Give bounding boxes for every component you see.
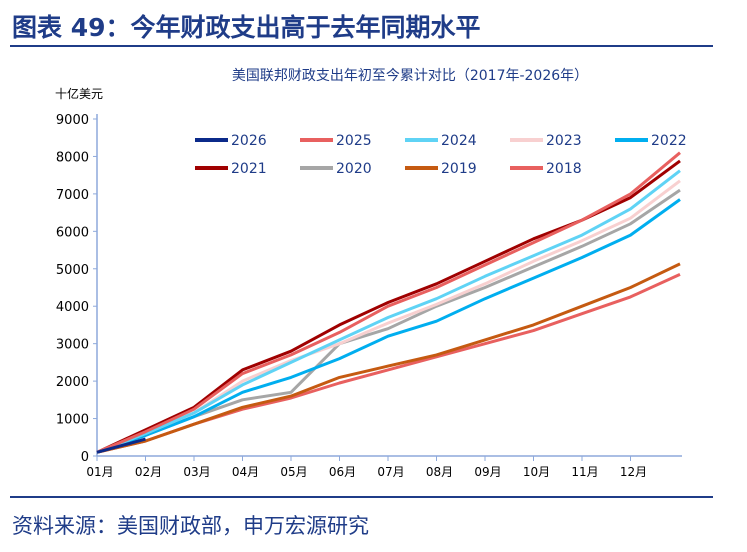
y-tick-label: 3000 xyxy=(56,338,89,353)
footer-divider xyxy=(10,496,713,498)
series-line-2025 xyxy=(96,151,681,454)
x-tick-label: 03月 xyxy=(183,465,210,479)
y-tick-label: 7000 xyxy=(56,188,89,203)
y-tick-label: 2000 xyxy=(56,375,89,390)
legend-label-2026: 2026 xyxy=(231,133,267,149)
x-tick-label: 06月 xyxy=(329,465,356,479)
x-tick-label: 08月 xyxy=(426,465,453,479)
chart-title: 美国联邦财政支出年初至今累计对比（2017年-2026年） xyxy=(232,67,588,84)
x-tick-label: 05月 xyxy=(280,465,307,479)
legend-label-2023: 2023 xyxy=(546,133,582,149)
y-tick-label: 5000 xyxy=(56,263,89,278)
series-line-2026 xyxy=(96,437,146,454)
figure-title: 图表 49：今年财政支出高于去年同期水平 xyxy=(12,13,481,42)
legend-label-2019: 2019 xyxy=(441,161,477,177)
series-line-2024 xyxy=(96,169,681,454)
y-tick-label: 1000 xyxy=(56,413,89,428)
x-tick-label: 01月 xyxy=(86,465,113,479)
x-tick-label: 04月 xyxy=(232,465,259,479)
legend-label-2020: 2020 xyxy=(336,161,372,177)
x-tick-label: 09月 xyxy=(474,465,501,479)
source-note: 资料来源：美国财政部，申万宏源研究 xyxy=(12,514,369,538)
x-tick-label: 12月 xyxy=(620,465,647,479)
y-tick-label: 6000 xyxy=(56,225,89,240)
series-line-2022 xyxy=(96,198,681,454)
legend-label-2022: 2022 xyxy=(651,133,687,149)
x-tick-label: 02月 xyxy=(135,465,162,479)
legend-label-2024: 2024 xyxy=(441,133,477,149)
x-tick-label: 07月 xyxy=(377,465,404,479)
y-tick-label: 8000 xyxy=(56,150,89,165)
y-axis-label: 十亿美元 xyxy=(55,86,103,101)
title-divider xyxy=(10,45,713,47)
legend-label-2021: 2021 xyxy=(231,161,267,177)
line-chart: 美国联邦财政支出年初至今累计对比（2017年-2026年） 十亿美元 0 1000 20… xyxy=(55,67,687,479)
y-tick-label: 4000 xyxy=(56,300,89,315)
legend-label-2018: 2018 xyxy=(546,161,582,177)
x-tick-label: 10月 xyxy=(523,465,550,479)
x-tick-label: 11月 xyxy=(571,465,598,479)
legend-label-2025: 2025 xyxy=(336,133,372,149)
y-tick-label: 0 xyxy=(81,450,89,465)
y-tick-label: 9000 xyxy=(56,113,89,128)
series-line-2019 xyxy=(96,262,681,454)
